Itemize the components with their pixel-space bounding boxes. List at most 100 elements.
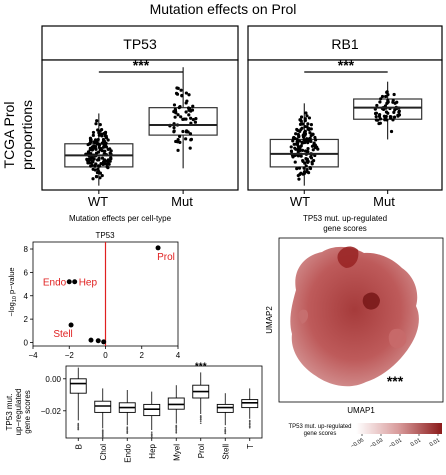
data-point xyxy=(106,147,110,151)
volcano-ylabel: −log10 p−value xyxy=(7,267,18,316)
figure-title: Mutation effects on Prol xyxy=(150,1,297,17)
data-point xyxy=(297,177,301,181)
data-point xyxy=(184,110,188,114)
data-point xyxy=(99,132,104,136)
celltype-boxplot-panel: TP53 mut. up−regulated gene scores 0.00 −… xyxy=(5,361,263,463)
x-tick-label: Endo xyxy=(123,443,132,462)
colorbar-tick-label: −0.01 xyxy=(388,438,403,450)
volcano-point xyxy=(95,338,101,344)
data-point xyxy=(300,148,305,152)
data-point xyxy=(106,138,110,142)
colorbar-tick-label: −0.05 xyxy=(350,438,365,450)
x-tick-label: Myel xyxy=(172,444,181,461)
top-ylabel-line1: TCGA Prol xyxy=(1,102,17,169)
data-point xyxy=(188,132,193,136)
x-tick-label: B xyxy=(74,444,83,449)
data-point xyxy=(175,92,180,96)
data-point xyxy=(93,141,97,145)
data-point xyxy=(289,149,294,153)
data-point xyxy=(87,161,91,165)
data-point xyxy=(303,117,307,121)
data-point xyxy=(94,151,99,155)
data-point xyxy=(193,120,198,124)
umap-xlabel: UMAP1 xyxy=(347,406,375,415)
data-point xyxy=(95,119,99,123)
data-point xyxy=(392,92,396,97)
data-point xyxy=(305,114,309,118)
outlier-point xyxy=(175,424,178,427)
data-point xyxy=(175,86,179,90)
data-point xyxy=(297,135,301,139)
data-point xyxy=(174,111,178,115)
data-point xyxy=(308,131,312,135)
data-point xyxy=(173,115,177,119)
outlier-point xyxy=(77,426,80,429)
box xyxy=(148,107,218,136)
outlier-point xyxy=(126,428,129,431)
data-point xyxy=(97,131,101,135)
data-point xyxy=(96,128,100,132)
outlier-point xyxy=(77,428,80,430)
data-point xyxy=(302,138,306,142)
data-point xyxy=(93,163,97,167)
data-point xyxy=(392,110,396,114)
data-point xyxy=(100,173,104,178)
data-point xyxy=(306,159,310,164)
data-point xyxy=(106,166,110,170)
data-point xyxy=(103,159,107,163)
data-point xyxy=(109,157,113,161)
celltype-ylabel-line3: gene scores xyxy=(23,390,32,434)
umap-panel: *** UMAP1 UMAP2 xyxy=(265,237,444,415)
umap-significance: *** xyxy=(387,373,404,389)
box xyxy=(94,400,112,413)
data-point xyxy=(91,130,96,135)
data-point xyxy=(383,118,387,122)
outlier-point xyxy=(150,436,153,438)
data-point xyxy=(176,113,180,117)
data-point xyxy=(172,130,176,134)
data-point xyxy=(294,147,298,151)
data-point xyxy=(306,146,310,151)
data-point xyxy=(103,131,107,136)
data-point xyxy=(188,146,192,150)
y-tick-label: 6 xyxy=(24,268,29,277)
data-point xyxy=(93,146,97,150)
volcano-point-label: Prol xyxy=(157,252,175,263)
colorbar-tick-label: 0.01 xyxy=(410,438,422,449)
data-point xyxy=(194,117,198,121)
data-point xyxy=(172,103,177,107)
data-point xyxy=(295,137,299,141)
data-point xyxy=(96,137,100,142)
outlier-point xyxy=(126,426,129,429)
tp53-xtick-mut: Mut xyxy=(171,194,193,209)
colorbar-title-line1: TP53 mut. up-regulated xyxy=(288,424,351,430)
data-point xyxy=(99,161,103,166)
significance-label: *** xyxy=(195,361,207,372)
data-point xyxy=(89,156,93,161)
volcano-point xyxy=(72,279,78,285)
data-point xyxy=(294,132,298,136)
outlier-point xyxy=(224,429,227,431)
box xyxy=(241,399,259,409)
outlier-point xyxy=(199,418,202,421)
outlier-point xyxy=(77,423,80,426)
data-point xyxy=(307,116,312,120)
volcano-point-label: Hep xyxy=(79,278,98,289)
data-point xyxy=(97,143,102,147)
x-tick-label: 2 xyxy=(140,351,145,360)
data-point xyxy=(305,168,309,172)
colorbar-gradient xyxy=(356,423,442,434)
top-boxplot-panels: TCGA Prol proportions TP53 *** WT Mut RB… xyxy=(1,25,443,209)
data-point xyxy=(377,114,382,118)
data-point xyxy=(184,91,188,95)
data-point xyxy=(305,149,309,154)
data-point xyxy=(103,134,107,138)
data-point xyxy=(298,172,302,177)
data-point xyxy=(90,163,94,167)
outlier-point xyxy=(150,433,153,435)
x-tick-label: Stell xyxy=(221,444,230,460)
volcano-panel: TP53 −log10 p−value −4 −2 0 2 4 0 2 4 6 8 Prol Endo… xyxy=(7,231,181,360)
volcano-marks: −4 −2 0 2 4 0 2 4 6 8 Prol Endo Hep Stell xyxy=(24,242,181,360)
data-point xyxy=(291,139,295,143)
tp53-strip xyxy=(41,25,239,61)
